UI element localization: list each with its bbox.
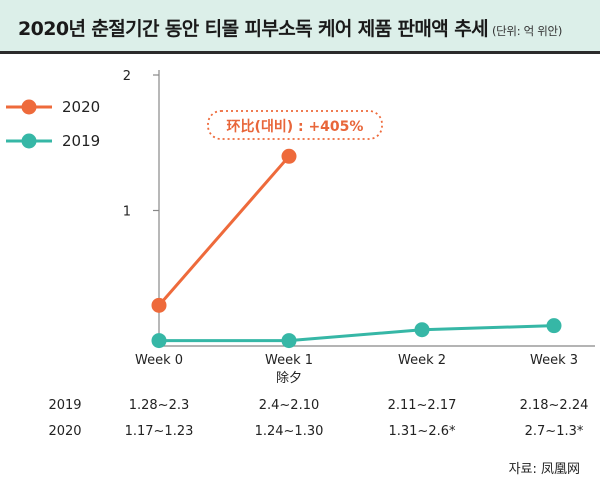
data-point-2019-2 (414, 322, 430, 338)
data-point-2019-3 (546, 318, 562, 334)
date-cell-2019-3: 2.18~2.24 (520, 398, 589, 413)
x-tick-note-1: 除夕 (276, 371, 302, 386)
series-line-2019 (159, 324, 555, 343)
chart-title: 2020년 춘절기간 동안 티몰 피부소독 케어 제품 판매액 추세 (단위: 억… (18, 14, 562, 41)
annotation-box (207, 110, 383, 140)
date-cell-2019-0: 1.28~2.3 (129, 398, 190, 413)
source-note: 자료: 凤凰网 (508, 462, 580, 477)
chart-unit: (단위: 억 위안) (491, 24, 563, 38)
data-point-2020-1 (281, 148, 297, 164)
annotation-label: 环比(대비) : +405% (227, 118, 364, 135)
legend-marker-2019 (21, 133, 37, 149)
data-point-2020-0 (151, 297, 167, 313)
series-line-2020 (157, 155, 291, 307)
legend-marker-2020 (21, 99, 37, 115)
legend-label-2019: 2019 (62, 132, 100, 150)
date-cell-2019-1: 2.4~2.10 (259, 398, 320, 413)
y-tick-label-1: 2 (123, 69, 131, 84)
title-bar: 2020년 춘절기간 동안 티몰 피부소독 케어 제품 판매액 추세 (단위: 억… (0, 0, 600, 54)
chart-title-text: 2020년 춘절기간 동안 티몰 피부소독 케어 제품 판매액 추세 (18, 18, 489, 40)
date-cell-2020-3: 2.7~1.3* (525, 424, 584, 439)
y-tick-label-0: 1 (123, 205, 131, 220)
data-point-2019-0 (151, 333, 167, 349)
x-tick-label-2: Week 2 (398, 353, 446, 368)
date-row-label-2019: 2019 (48, 398, 81, 413)
date-cell-2020-2: 1.31~2.6* (388, 424, 456, 439)
date-cell-2020-1: 1.24~1.30 (255, 424, 324, 439)
x-tick-label-1: Week 1 (265, 353, 313, 368)
x-tick-label-0: Week 0 (135, 353, 183, 368)
date-cell-2020-0: 1.17~1.23 (125, 424, 194, 439)
data-point-2019-1 (281, 333, 297, 349)
x-tick-label-3: Week 3 (530, 353, 578, 368)
legend-label-2020: 2020 (62, 98, 100, 116)
date-cell-2019-2: 2.11~2.17 (388, 398, 457, 413)
date-row-label-2020: 2020 (48, 424, 81, 439)
